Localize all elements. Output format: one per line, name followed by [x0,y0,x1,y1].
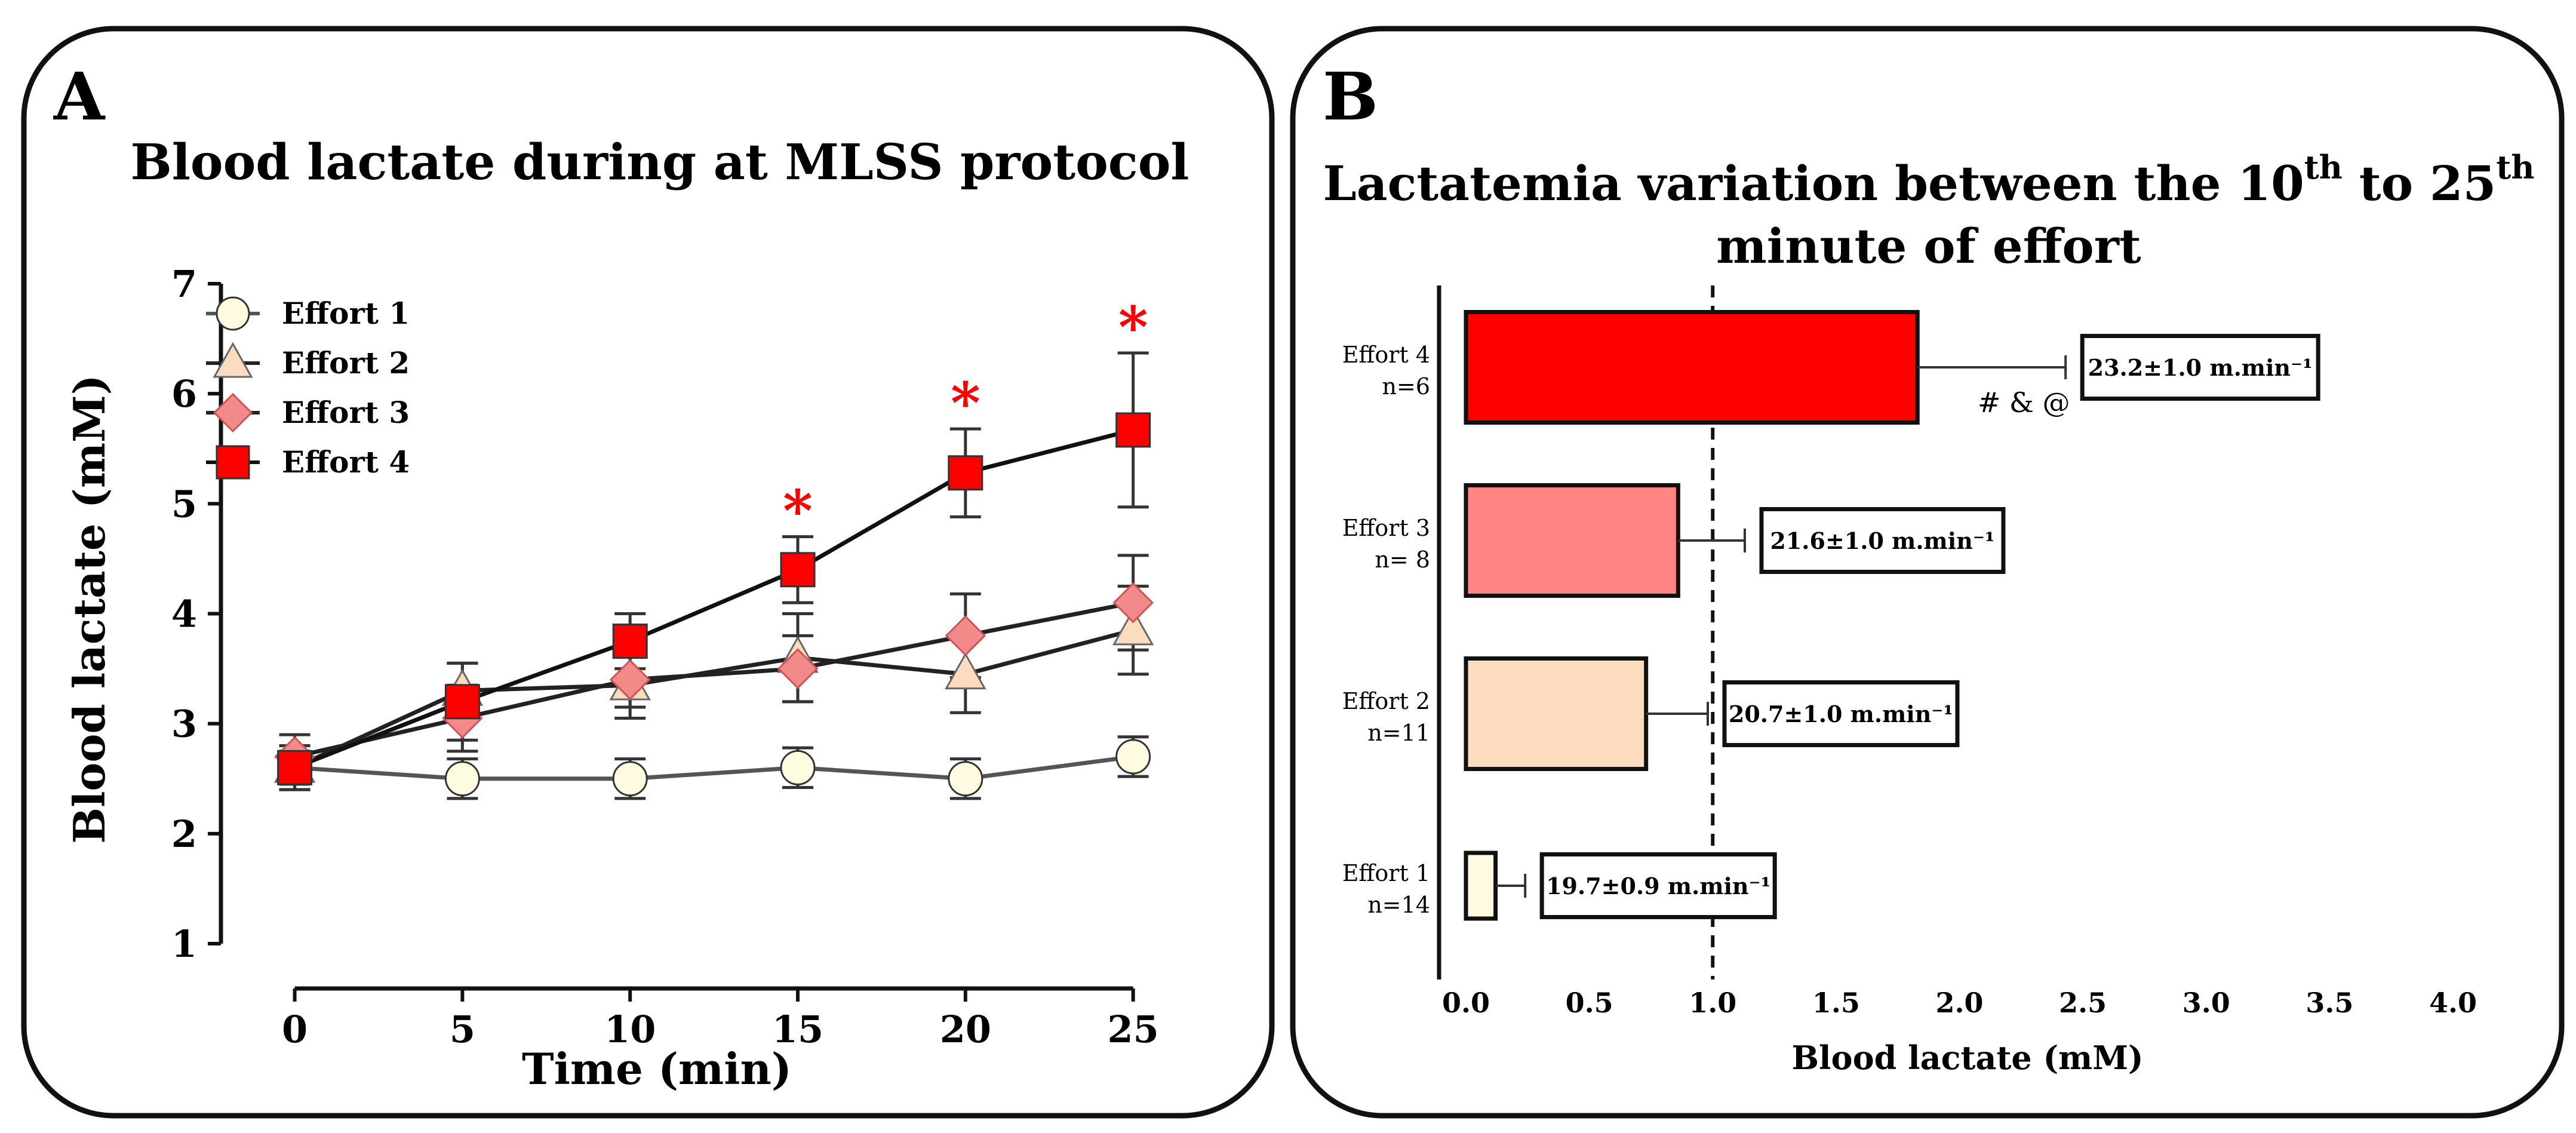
panel-a-x-tick-label: 5 [450,1008,475,1051]
panel-b-x-axis-label: Blood lactate (mM) [1791,1039,2143,1077]
legend-marker-effort-2 [213,342,253,378]
data-point-effort-2 [1112,608,1154,646]
bar-effort-1 [1464,850,1498,921]
data-point-effort-3 [609,659,651,701]
panel-b-plot: 0.0 0.5 1.0 1.5 2.0 2.5 3.0 3.5 4.0 Effort 4 n=6 23… [1342,285,2477,1019]
legend-label-effort-2: Effort 2 [282,345,410,380]
panel-a-x-tick-label: 10 [604,1008,656,1051]
panel-b-title-sup2: th [2496,148,2534,186]
panel-a-y-tick-label: 6 [171,372,197,416]
data-point-effort-3 [1112,582,1154,624]
panel-a-plot: 1 2 3 4 5 6 7 0 5 10 15 20 25 * * * Effort 1 Effort 2 Effo… [171,262,1159,1051]
legend-marker-effort-1 [216,296,250,331]
data-point-effort-4 [1115,412,1151,448]
panel-b-x-tick-label: 0.0 [1442,987,1490,1019]
data-point-effort-3 [777,648,819,689]
bar-annotation-text: 19.7±0.9 m.min⁻¹ [1546,873,1770,899]
data-point-effort-1 [1115,739,1151,775]
legend-label-effort-3: Effort 3 [282,395,410,430]
panel-a-x-tick-label: 0 [282,1008,308,1051]
panel-b-x-tick-label: 4.0 [2429,987,2477,1019]
panel-a-title: Blood lactate during at MLSS protocol [130,134,1189,191]
panel-b-title-sup1: th [2304,148,2343,186]
panel-a-label: A [53,58,106,135]
data-point-effort-4 [444,684,480,720]
bar-sample-size-label: n=14 [1367,892,1430,918]
panel-a-x-axis-label: Time (min) [522,1043,792,1094]
bar-sample-size-label: n=6 [1382,373,1431,400]
bar-annotation-text: 23.2±1.0 m.min⁻¹ [2088,354,2313,381]
panel-a-y-tick-label: 1 [171,922,197,966]
bar-annotation-box [1539,852,1777,919]
data-point-effort-3 [945,615,986,656]
panel-b-title-part1: Lactatemia variation between the 10 [1323,155,2304,211]
bar-effort-4 [1464,310,1920,425]
data-point-effort-1 [444,761,480,797]
panel-b-x-tick-label: 2.0 [1935,987,1983,1019]
data-point-effort-1 [612,761,648,797]
data-point-effort-2 [945,652,986,690]
bar-annotation-box [2080,334,2320,401]
data-point-effort-4 [780,552,816,588]
panel-a-y-tick-label: 3 [171,702,197,746]
bar-category-label: Effort 1 [1342,860,1430,886]
panel-b-title-line1: Lactatemia variation between the 10th to… [1323,148,2534,211]
legend-marker-effort-3 [213,392,253,433]
bar-effort-3 [1464,483,1680,598]
panel-a-y-tick-label: 2 [171,812,197,856]
bar-category-label: Effort 4 [1342,342,1430,368]
bar-annotation-text: 20.7±1.0 m.min⁻¹ [1729,701,1953,727]
panel-a-y-axis-label: Blood lactate (mM) [64,374,115,844]
significance-asterisk: * [783,478,813,545]
bar-significance-marks: # & @ [1978,386,2070,419]
series-line-effort-3 [294,600,1134,759]
panel-a-y-tick-label: 7 [171,262,197,306]
panel-b-x-tick-label: 0.5 [1566,987,1613,1019]
legend-label-effort-1: Effort 1 [282,296,410,331]
legend-label-effort-4: Effort 4 [282,444,410,480]
panel-b-x-tick-label: 3.0 [2182,987,2230,1019]
series-line-effort-2 [294,628,1134,770]
bar-effort-2 [1464,656,1649,771]
bar-category-label: Effort 2 [1342,688,1430,714]
panel-a-x-tick-label: 20 [940,1008,991,1051]
panel-b-label: B [1323,58,1378,135]
significance-asterisk: * [951,370,980,437]
data-point-effort-4 [277,750,313,785]
bar-annotation-text: 21.6±1.0 m.min⁻¹ [1770,527,1994,554]
panel-b-x-tick-label: 3.5 [2306,987,2353,1019]
panel-b-x-tick-label: 1.5 [1812,987,1860,1019]
significance-asterisk: * [1118,294,1148,361]
panel-b-x-tick-label: 2.5 [2059,987,2107,1019]
data-point-effort-1 [780,750,816,785]
panel-a-y-tick-label: 5 [171,482,197,526]
data-point-effort-1 [948,761,983,797]
data-point-effort-4 [948,455,983,491]
bar-annotation-box [1722,680,1960,747]
data-point-effort-4 [612,624,648,659]
legend-marker-effort-4 [216,445,250,480]
panel-b-title-part2: to 25 [2343,155,2496,211]
bar-category-label: Effort 3 [1342,515,1430,541]
panel-b-x-tick-label: 1.0 [1689,987,1736,1019]
series-line-effort-4 [294,428,1134,770]
bar-sample-size-label: n=11 [1367,720,1430,746]
panel-a-x-tick-label: 15 [772,1008,823,1051]
panel-a-y-tick-label: 4 [171,592,197,636]
bar-sample-size-label: n= 8 [1375,546,1430,573]
panel-a-x-tick-label: 25 [1108,1008,1159,1051]
panel-b-title-line2: minute of effort [1716,218,2141,274]
bar-annotation-box [1759,507,2006,574]
panel-a-frame [21,26,1275,1119]
series-line-effort-1 [294,754,1134,781]
